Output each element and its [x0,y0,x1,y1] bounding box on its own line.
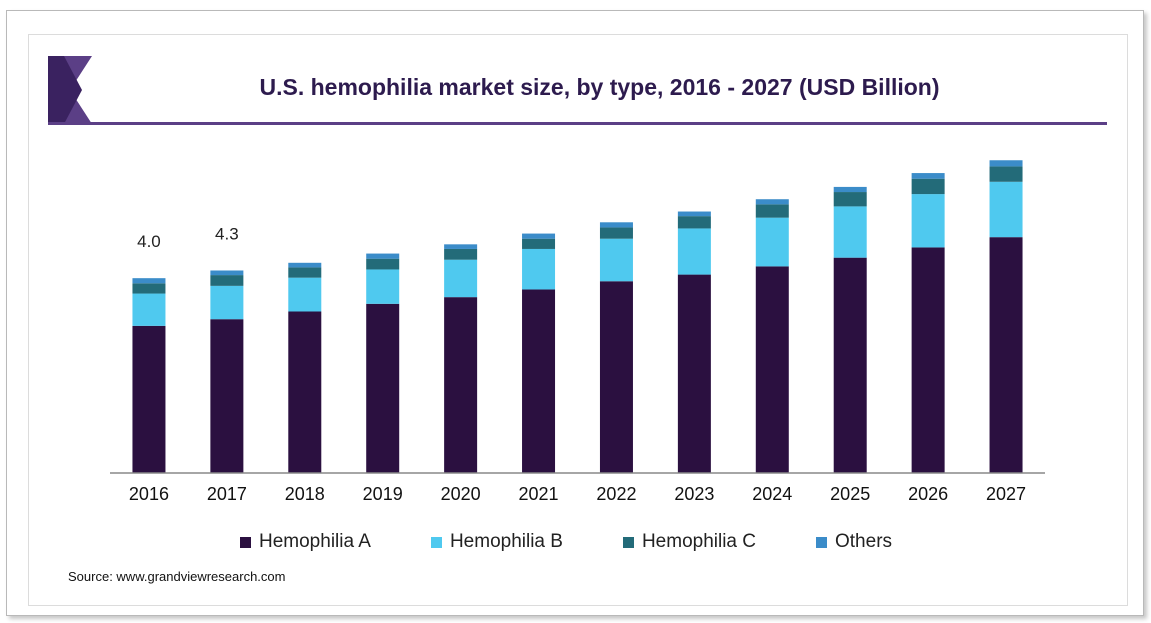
legend-item-others: Others [816,531,892,553]
bar-segment-hemophilia-c-2018 [288,267,322,278]
bar-segment-hemophilia-c-2017 [210,275,244,286]
legend-swatch [430,536,442,548]
bar-segment-others-2021 [522,233,556,239]
bar-segment-hemophilia-c-2026 [911,178,945,195]
legend-swatch [240,536,251,548]
bar-segment-hemophilia-a-2018 [288,311,322,473]
bar-segment-hemophilia-b-2026 [911,194,945,248]
legend-label: Hemophilia C [641,531,756,552]
bar-segment-hemophilia-a-2023 [677,274,711,473]
bar-segment-hemophilia-a-2026 [911,247,945,473]
bar-segment-hemophilia-a-2024 [755,266,789,473]
bar-segment-hemophilia-a-2019 [366,303,400,473]
bar-segment-others-2018 [288,262,322,268]
chart-title: U.S. hemophilia market size, by type, 20… [259,74,940,100]
bar-segment-hemophilia-b-2023 [677,228,711,275]
bar-segment-others-2025 [833,186,867,193]
legend-label: Hemophilia A [259,531,371,552]
legend-label: Hemophilia B [449,531,563,552]
brand-logo [48,56,92,124]
bar-segment-others-2017 [210,270,244,276]
chart-legend: Hemophilia A Hemophilia B Hemophilia C Othe… [240,531,952,553]
bar-segment-hemophilia-b-2018 [288,277,322,312]
bar-segment-hemophilia-b-2027 [989,181,1023,238]
bar-segment-hemophilia-c-2027 [989,166,1023,182]
bar-segment-hemophilia-b-2022 [599,238,633,282]
bar-segment-others-2026 [911,173,945,179]
x-tick-label-2019: 2019 [363,484,403,504]
bar-segment-hemophilia-a-2027 [989,237,1023,473]
bar-segment-hemophilia-c-2022 [599,227,633,239]
bar-segment-hemophilia-b-2016 [132,293,166,326]
data-label-2016: 4.0 [137,232,161,251]
bar-segment-hemophilia-c-2020 [444,248,478,260]
bar-segment-hemophilia-b-2020 [444,259,478,298]
source-note: Source: www.grandviewresearch.com [68,569,286,584]
x-tick-label-2024: 2024 [752,484,792,504]
bar-segment-hemophilia-b-2019 [366,269,400,304]
bar-segment-others-2023 [677,211,711,217]
bar-segment-hemophilia-a-2016 [132,325,166,473]
bar-segment-hemophilia-c-2021 [522,238,556,249]
bar-segment-others-2022 [599,222,633,228]
bar-segment-others-2019 [366,253,400,259]
bar-segment-hemophilia-a-2025 [833,257,867,473]
title-underline [48,122,1107,125]
bar-segment-hemophilia-c-2025 [833,192,867,207]
bar-segment-hemophilia-b-2021 [522,248,556,290]
bar-segment-hemophilia-c-2024 [755,204,789,218]
x-tick-label-2016: 2016 [129,484,169,504]
bar-segment-hemophilia-a-2020 [444,297,478,473]
x-tick-label-2018: 2018 [285,484,325,504]
x-tick-label-2021: 2021 [519,484,559,504]
bar-segment-hemophilia-b-2017 [210,285,244,320]
legend-item-hemophilia-b: Hemophilia B [430,531,563,553]
bar-segment-others-2016 [132,278,166,284]
legend-swatch [816,536,827,548]
bar-segment-hemophilia-c-2019 [366,258,400,270]
legend-item-hemophilia-c: Hemophilia C [622,531,756,553]
legend-swatch [622,536,634,548]
bar-segment-others-2027 [989,160,1023,167]
x-tick-label-2026: 2026 [908,484,948,504]
bar-segment-hemophilia-c-2023 [677,216,711,229]
bar-segment-hemophilia-a-2017 [210,319,244,473]
x-tick-label-2017: 2017 [207,484,247,504]
bar-segment-hemophilia-b-2024 [755,217,789,267]
bar-segment-others-2020 [444,244,478,249]
x-tick-label-2022: 2022 [596,484,636,504]
x-tick-label-2023: 2023 [674,484,714,504]
bar-segment-others-2024 [755,199,789,205]
x-tick-label-2025: 2025 [830,484,870,504]
bar-segment-hemophilia-c-2016 [132,283,166,294]
bar-segment-hemophilia-b-2025 [833,206,867,258]
legend-item-hemophilia-a: Hemophilia A [240,531,371,553]
x-tick-label-2027: 2027 [986,484,1026,504]
x-tick-label-2020: 2020 [441,484,481,504]
bar-segment-hemophilia-a-2021 [522,289,556,473]
bar-segment-hemophilia-a-2022 [599,281,633,473]
legend-label: Others [835,531,893,552]
data-label-2017: 4.3 [215,224,239,243]
